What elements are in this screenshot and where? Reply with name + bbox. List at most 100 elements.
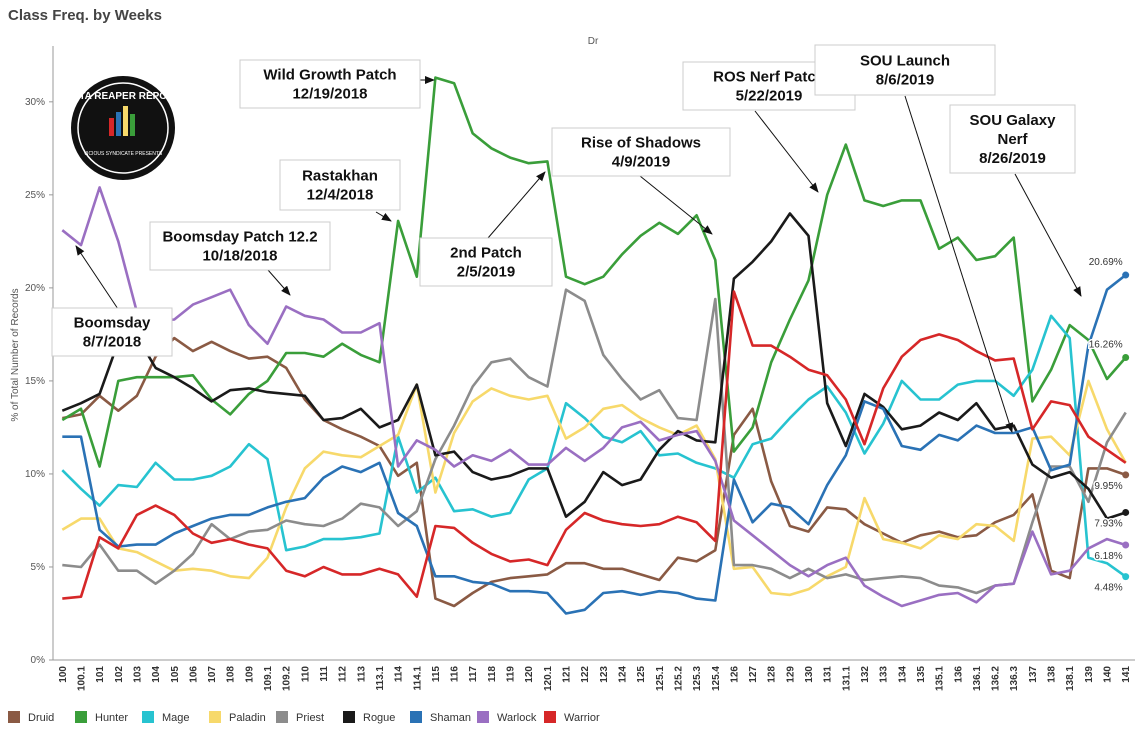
annotation-text: 2/5/2019 [457, 264, 515, 281]
x-tick-label: 139 [1084, 666, 1095, 683]
x-tick-label: 107 [207, 666, 218, 683]
legend-label: Rogue [363, 712, 395, 724]
logo-text: DATA REAPER REPORT [66, 91, 181, 102]
legend-swatch [410, 711, 422, 723]
x-tick-label: 117 [468, 666, 479, 683]
annotation-box [239, 59, 421, 109]
x-tick-label: 114 [394, 666, 405, 683]
legend-label: Shaman [430, 712, 471, 724]
series-line [61, 314, 1127, 578]
series-line [61, 76, 1127, 468]
x-tick-label: 106 [188, 666, 199, 683]
logo-bar [116, 112, 121, 136]
y-tick-label: 25% [25, 190, 45, 201]
series-line [61, 379, 1127, 597]
end-point [1122, 508, 1130, 516]
x-tick-label: 113.1 [375, 666, 386, 691]
legend-label: Hunter [95, 712, 128, 724]
x-tick-label: 137 [1028, 666, 1039, 683]
x-tick-label: 103 [132, 666, 143, 683]
annotation-text: 12/4/2018 [307, 187, 374, 204]
annotation-text: Nerf [997, 131, 1028, 148]
value-label: 7.93% [1094, 518, 1122, 529]
x-tick-label: 101 [95, 666, 106, 683]
y-tick-label: 20% [25, 283, 45, 294]
x-tick-label: 123 [599, 666, 610, 683]
annotation-arrow [754, 110, 819, 193]
annotation-text: 8/6/2019 [876, 72, 934, 89]
value-label: 9.95% [1094, 481, 1122, 492]
x-tick-label: 125.2 [673, 666, 684, 691]
y-axis-title: % of Total Number of Records [10, 288, 21, 421]
legend-label: Paladin [229, 712, 266, 724]
annotation-text: Rastakhan [302, 168, 378, 185]
x-tick-label: 138.1 [1065, 666, 1076, 691]
annotation-arrow [375, 211, 392, 222]
annotation-text: 8/26/2019 [979, 150, 1046, 167]
legend-swatch [142, 711, 154, 723]
logo-bar [123, 106, 128, 136]
x-tick-label: 130 [804, 666, 815, 683]
annotation-arrow [639, 175, 713, 235]
x-tick-label: 128 [767, 666, 778, 683]
annotation-text: SOU Launch [860, 53, 950, 70]
annotation-text: Wild Growth Patch [263, 67, 396, 84]
legend-swatch [8, 711, 20, 723]
annotation-box [51, 307, 173, 357]
x-tick-label: 125.4 [711, 666, 722, 691]
legend-swatch [276, 711, 288, 723]
x-tick-label: 131 [823, 666, 834, 683]
x-tick-label: 140 [1103, 666, 1114, 683]
x-tick-label: 109 [244, 666, 255, 683]
y-tick-label: 0% [31, 655, 46, 666]
x-tick-label: 125.3 [692, 666, 703, 691]
legend-label: Warrior [564, 712, 600, 724]
annotation-arrow [487, 171, 546, 239]
x-tick-label: 131.1 [841, 666, 852, 691]
x-tick-label: 133 [879, 666, 890, 683]
end-point [1122, 541, 1130, 549]
y-tick-label: 10% [25, 469, 45, 480]
logo-subtext: VICIOUS SYNDICATE PRESENTS [84, 151, 163, 157]
annotation-text: 4/9/2019 [612, 154, 670, 171]
chart-title: Class Freq. by Weeks [8, 7, 162, 24]
value-label: 4.48% [1094, 583, 1122, 594]
x-tick-label: 120 [524, 666, 535, 683]
annotation-text: 10/18/2018 [202, 248, 277, 265]
value-label: 6.18% [1094, 551, 1122, 562]
legend-label: Warlock [497, 712, 537, 724]
annotation-text: Rise of Shadows [581, 135, 701, 152]
x-tick-label: 136 [953, 666, 964, 683]
value-label: 16.26% [1089, 339, 1123, 350]
annotation-text: Boomsday Patch 12.2 [162, 229, 317, 246]
x-tick-label: 136.2 [991, 666, 1002, 691]
x-tick-label: 122 [580, 666, 591, 683]
annotation-text: Boomsday [74, 315, 151, 332]
annotation-text: ROS Nerf Patch [713, 69, 825, 86]
annotation-text: SOU Galaxy [970, 112, 1057, 129]
y-tick-label: 30% [25, 97, 45, 108]
end-point [1122, 471, 1130, 479]
x-tick-label: 112 [338, 666, 349, 683]
annotation-arrow [904, 95, 1014, 433]
x-tick-label: 141 [1121, 666, 1132, 683]
x-tick-label: 114.1 [412, 666, 423, 691]
legend-swatch [477, 711, 489, 723]
x-tick-label: 100 [58, 666, 69, 683]
logo-bar [109, 118, 114, 136]
legend-swatch [343, 711, 355, 723]
annotation-arrow [75, 245, 119, 310]
annotation-box [419, 237, 553, 287]
x-tick-label: 121 [562, 666, 573, 683]
value-label: 20.69% [1089, 257, 1123, 268]
x-tick-label: 115 [431, 666, 442, 683]
x-tick-label: 116 [450, 666, 461, 683]
end-point [1122, 271, 1130, 279]
logo: DATA REAPER REPORT VICIOUS SYNDICATE PRE… [66, 76, 181, 180]
end-point [1122, 353, 1130, 361]
series-line [61, 186, 1127, 608]
annotation-text: 2nd Patch [450, 245, 522, 262]
x-tick-label: 102 [114, 666, 125, 683]
annotation-arrow [267, 269, 291, 296]
